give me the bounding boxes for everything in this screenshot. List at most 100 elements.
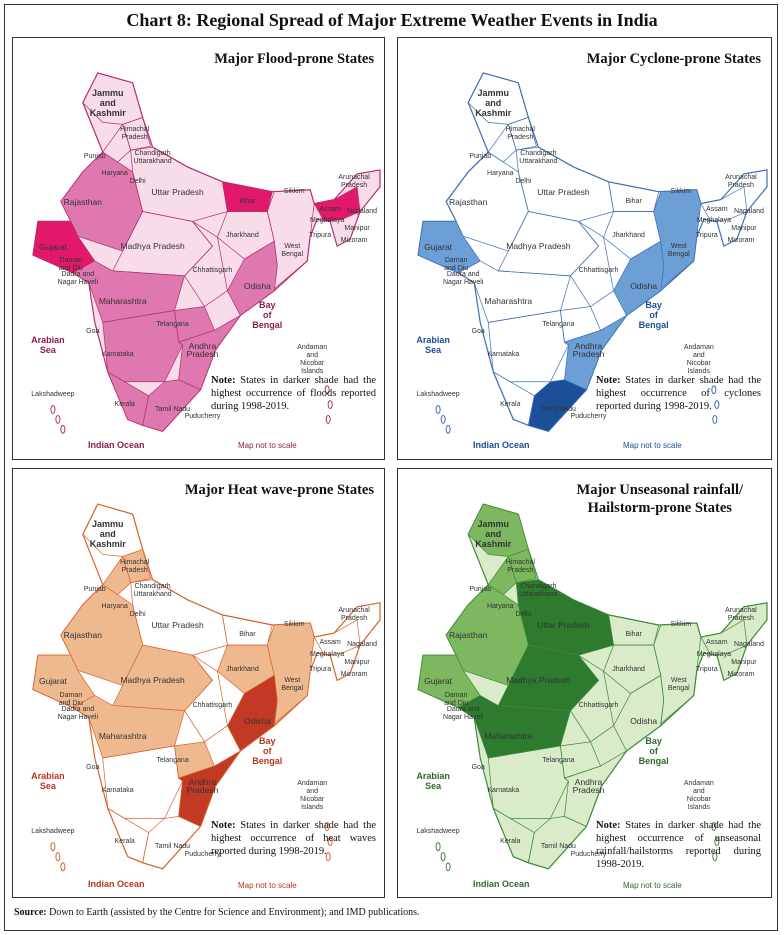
map-label-dl: Delhi bbox=[515, 177, 532, 185]
map-label-pb: Punjab bbox=[469, 585, 492, 593]
map-label-sk: Sikkim bbox=[670, 187, 692, 195]
map-label-cg: Chhattisgarh bbox=[192, 701, 233, 709]
map-label-cg: Chhattisgarh bbox=[578, 701, 619, 709]
map-label-mn: Manipur bbox=[731, 659, 757, 667]
map-label-br: Bihar bbox=[625, 631, 642, 639]
map-label-kl: Kerala bbox=[500, 400, 521, 408]
map-label-mz: Mizoram bbox=[727, 237, 755, 245]
rainfall-hailstorm-map-panel: Major Unseasonal rainfall/ Hailstorm-pro… bbox=[397, 468, 772, 898]
flood-map-panel: Major Flood-prone States Jammu and Kashm… bbox=[12, 37, 385, 460]
island-mark bbox=[60, 424, 66, 434]
panel-title: Major Cyclone-prone States bbox=[586, 51, 761, 67]
map-label-tr: Tripura bbox=[695, 666, 718, 674]
state-region-mh bbox=[72, 260, 185, 323]
map-label-sk: Sikkim bbox=[670, 620, 692, 628]
map-label-bay: Bay of Bengal bbox=[638, 735, 669, 766]
map-label-jk: Jammu and Kashmir bbox=[89, 87, 126, 118]
map-label-jk: Jammu and Kashmir bbox=[475, 519, 512, 550]
island-mark bbox=[440, 414, 446, 424]
map-label-tr: Tripura bbox=[695, 232, 718, 240]
map-label-wb: West Bengal bbox=[281, 243, 304, 259]
map-scale-note: Map not to scale bbox=[238, 881, 297, 890]
map-label-as: Assam bbox=[319, 205, 341, 213]
map-label-mh: Maharashtra bbox=[484, 295, 533, 306]
map-label-dd: Daman and Diu bbox=[58, 691, 83, 707]
map-label-jh: Jharkhand bbox=[226, 232, 259, 240]
state-region-od bbox=[227, 674, 278, 752]
map-label-mn: Manipur bbox=[344, 225, 370, 233]
map-label-gj: Gujarat bbox=[38, 676, 67, 687]
state-region-kl bbox=[492, 371, 535, 426]
island-mark bbox=[712, 414, 718, 424]
map-label-goa: Goa bbox=[471, 764, 485, 772]
map-label-ap: Andhra Pradesh bbox=[186, 341, 219, 360]
india-map: Jammu and Kashmir Himachal Pradesh Punjab C… bbox=[398, 494, 771, 897]
map-label-dn: Dadra and Nagar Haveli bbox=[57, 705, 99, 721]
state-region-od bbox=[613, 240, 665, 316]
map-note: Note: States in darker shade had the hig… bbox=[211, 375, 376, 412]
map-label-wb: West Bengal bbox=[281, 677, 304, 693]
india-outline-svg bbox=[32, 503, 381, 872]
map-label-ld: Lakshadweep bbox=[31, 390, 75, 398]
map-label-dn: Dadra and Nagar Haveli bbox=[57, 270, 99, 286]
map-label-bay: Bay of Bengal bbox=[252, 735, 283, 766]
map-label-ar: Arunachal Pradesh bbox=[725, 173, 757, 189]
island-mark bbox=[445, 862, 451, 872]
map-label-nl: Nagaland bbox=[733, 207, 764, 215]
map-label-jk: Jammu and Kashmir bbox=[475, 87, 512, 118]
map-label-mp: Madhya Pradesh bbox=[506, 241, 571, 252]
map-label-an: Andaman and Nicobar Islands bbox=[297, 780, 328, 812]
map-label-bay: Bay of Bengal bbox=[252, 300, 283, 331]
map-label-mg: Meghalaya bbox=[310, 217, 345, 225]
chart-title: Chart 8: Regional Spread of Major Extrem… bbox=[126, 10, 658, 30]
island-mark bbox=[327, 400, 333, 410]
map-scale-note: Map not to scale bbox=[238, 441, 297, 450]
map-label-mz: Mizoram bbox=[727, 671, 755, 679]
state-region-as bbox=[700, 619, 748, 656]
map-label-goa: Goa bbox=[86, 328, 100, 336]
map-label-as: Assam bbox=[706, 205, 728, 213]
map-label-mn: Manipur bbox=[344, 659, 370, 667]
map-label-ar: Arunachal Pradesh bbox=[338, 173, 370, 189]
island-mark bbox=[55, 414, 61, 424]
map-label-py: Puducherry bbox=[184, 850, 221, 858]
island-mark bbox=[445, 424, 451, 434]
map-label-an: Andaman and Nicobar Islands bbox=[683, 780, 714, 812]
state-region-od bbox=[227, 240, 278, 316]
india-outline-svg bbox=[32, 72, 381, 434]
map-label-ka: Karnataka bbox=[487, 787, 520, 795]
map-label-an: Andaman and Nicobar Islands bbox=[683, 344, 714, 375]
map-label-kl: Kerala bbox=[114, 400, 135, 408]
map-label-od: Odisha bbox=[630, 280, 658, 291]
state-region-mh bbox=[457, 695, 571, 759]
map-label-py: Puducherry bbox=[184, 413, 221, 421]
map-label-ap: Andhra Pradesh bbox=[572, 777, 605, 796]
map-label-mg: Meghalaya bbox=[696, 217, 731, 225]
map-label-tg: Telangana bbox=[156, 321, 189, 329]
map-label-tg: Telangana bbox=[542, 756, 575, 764]
map-label-mh: Maharashtra bbox=[98, 730, 147, 741]
map-label-hr: Haryana bbox=[101, 169, 128, 177]
island-mark bbox=[325, 852, 331, 862]
map-label-br: Bihar bbox=[239, 631, 256, 639]
island-mark bbox=[324, 385, 330, 395]
island-mark bbox=[714, 400, 720, 410]
island-mark bbox=[435, 405, 441, 414]
map-label-an: Andaman and Nicobar Islands bbox=[297, 344, 328, 375]
map-label-hp: Himachal Pradesh bbox=[120, 126, 150, 142]
map-label-kl: Kerala bbox=[500, 837, 521, 845]
panel-title: Major Unseasonal rainfall/ Hailstorm-pro… bbox=[576, 482, 743, 516]
panel-title: Major Heat wave-prone States bbox=[184, 482, 374, 498]
map-label-ld: Lakshadweep bbox=[416, 827, 460, 835]
map-label-ap: Andhra Pradesh bbox=[186, 777, 219, 796]
map-label-ld: Lakshadweep bbox=[416, 390, 460, 398]
map-label-up: Uttar Pradesh bbox=[537, 619, 590, 630]
indian-ocean-label: Indian Ocean bbox=[88, 879, 145, 889]
map-label-jh: Jharkhand bbox=[612, 232, 645, 240]
heatwave-map-panel: Major Heat wave-prone States Jammu and K… bbox=[12, 468, 385, 898]
map-label-sk: Sikkim bbox=[283, 187, 305, 195]
map-label-arabian: Arabian Sea bbox=[416, 335, 450, 356]
map-label-tn: Tamil Nadu bbox=[155, 405, 191, 413]
map-label-py: Puducherry bbox=[570, 850, 607, 858]
cyclone-map-panel: Major Cyclone-prone States Jammu and Kas… bbox=[397, 37, 772, 460]
